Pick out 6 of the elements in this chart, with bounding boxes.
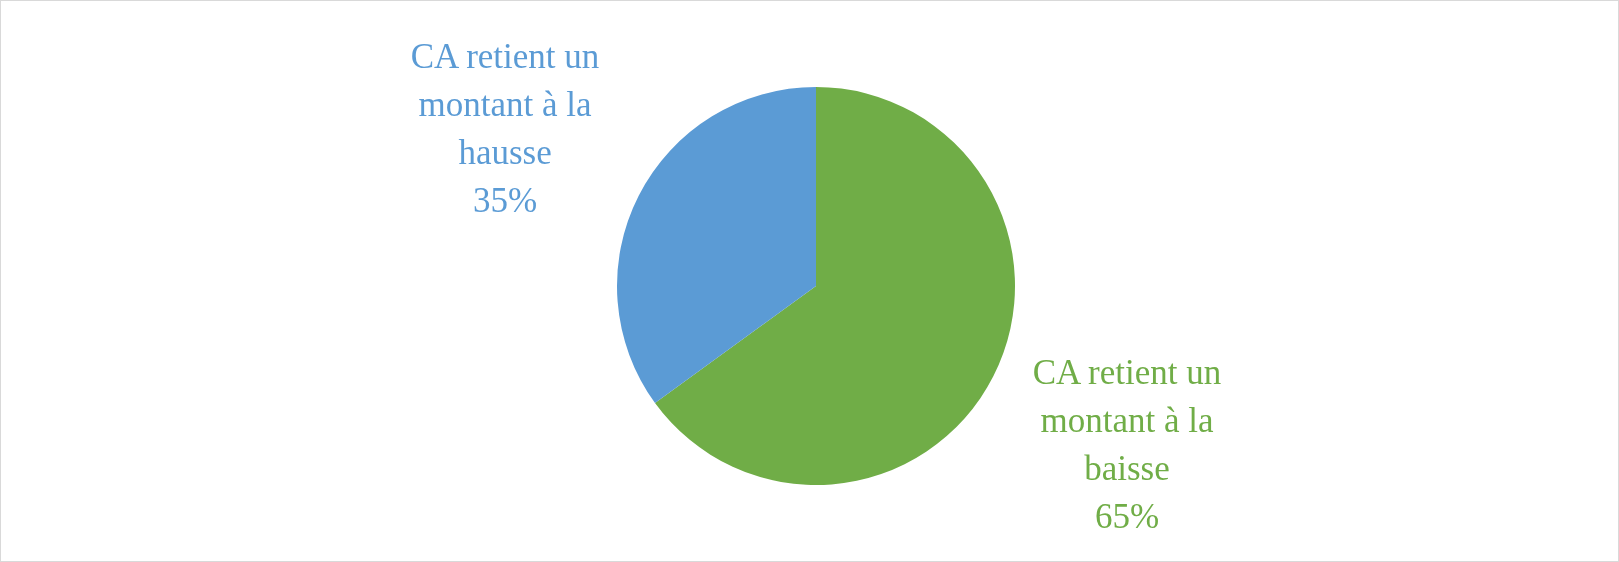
data-label: 65% bbox=[1094, 496, 1160, 536]
pie-slice bbox=[655, 87, 1015, 485]
data-label: 35% bbox=[472, 180, 538, 220]
slice-label: CA retient un montant à la baisse bbox=[1032, 352, 1222, 488]
slice-label: CA retient un montant à la hausse bbox=[410, 36, 600, 172]
pie-slice bbox=[617, 87, 816, 403]
